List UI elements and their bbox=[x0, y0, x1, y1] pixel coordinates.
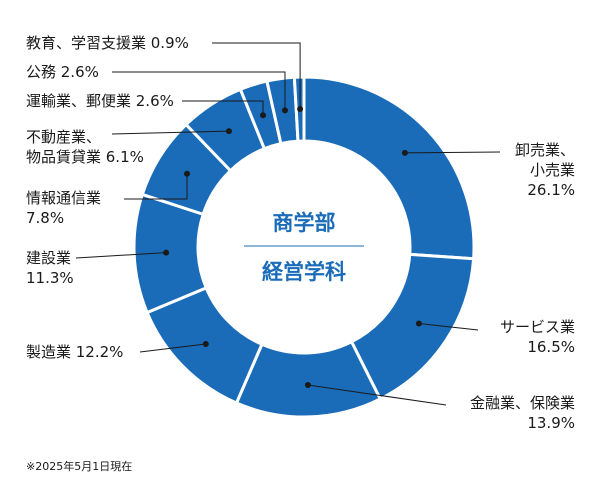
leader-line-10 bbox=[212, 42, 301, 110]
donut-slice-1 bbox=[302, 75, 476, 261]
leader-line-3 bbox=[307, 384, 447, 406]
slice-label-3: 金融業、保険業 13.9% bbox=[470, 394, 575, 432]
labels-group: 卸売業、小売業 26.1% サービス業 16.5% 金融業、保険業 13.9% 製造業 12… bbox=[26, 34, 575, 432]
footnote: ※2025年5月1日現在 bbox=[26, 460, 133, 473]
slices-group bbox=[132, 75, 476, 419]
leader-line-5 bbox=[75, 252, 167, 259]
leader-line-8 bbox=[182, 100, 264, 116]
leader-line-2 bbox=[418, 322, 479, 331]
slice-label-1: 卸売業、小売業 26.1% bbox=[515, 141, 575, 199]
slice-label-4: 製造業 12.2% bbox=[26, 343, 123, 361]
slice-label-7: 不動産業、物品賃貸業 6.1% bbox=[26, 128, 144, 166]
leader-line-9 bbox=[112, 71, 286, 111]
slice-label-10: 教育、学習支援業 0.9% bbox=[26, 34, 189, 52]
slice-label-6: 情報通信業 7.8% bbox=[26, 189, 101, 227]
leader-line-4 bbox=[139, 343, 206, 353]
slice-label-9: 公務 2.6% bbox=[26, 63, 99, 81]
center-label-bottom: 経営学科 bbox=[262, 260, 346, 284]
slice-label-5: 建設業 11.3% bbox=[26, 249, 74, 287]
leader-line-6 bbox=[124, 173, 188, 200]
leaders-group bbox=[75, 42, 501, 406]
center-label-top: 商学部 bbox=[273, 211, 336, 235]
leader-line-1 bbox=[404, 151, 501, 154]
slice-label-2: サービス業 16.5% bbox=[500, 318, 575, 356]
slice-label-8: 運輸業、郵便業 2.6% bbox=[26, 92, 174, 110]
leader-line-7 bbox=[111, 130, 229, 135]
